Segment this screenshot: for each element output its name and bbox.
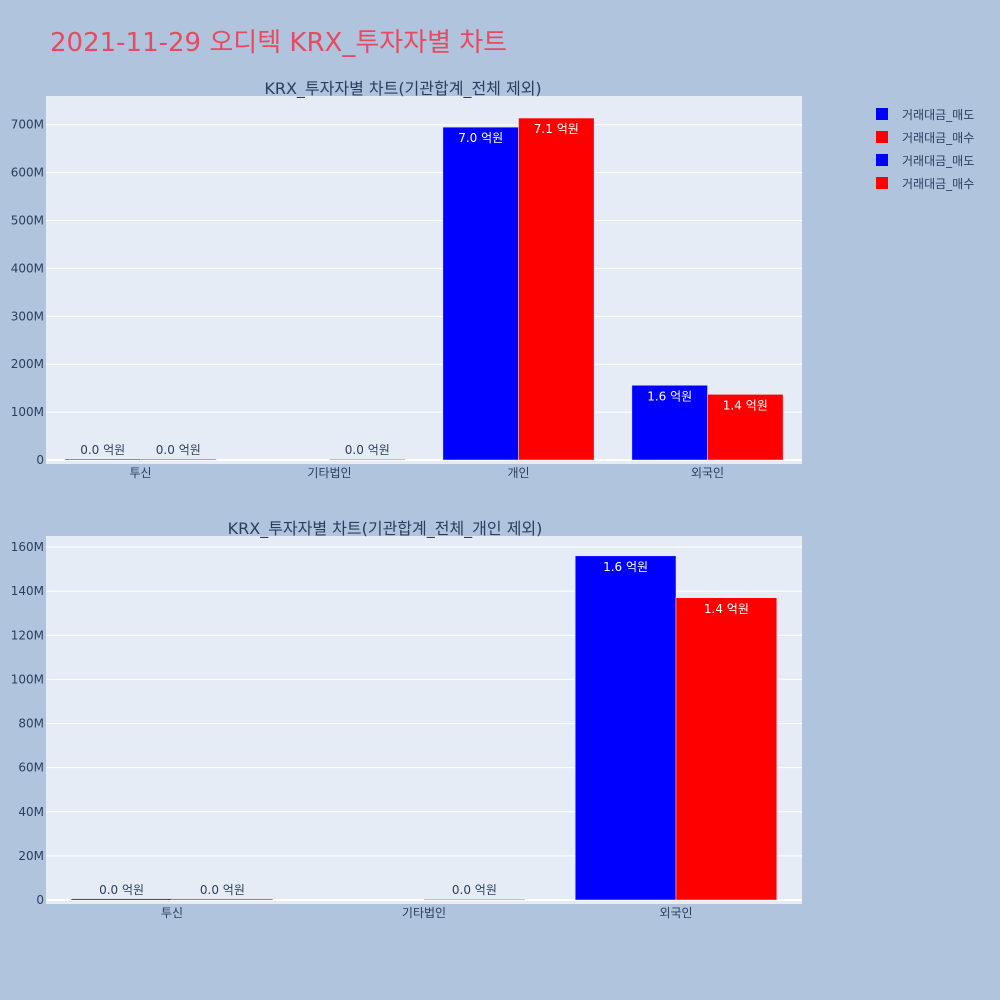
y-tick-label: 0 (36, 893, 44, 907)
y-tick-label: 700M (11, 118, 44, 132)
x-tick-label: 기타법인 (402, 906, 446, 920)
y-tick-label: 100M (11, 672, 44, 686)
bar (423, 898, 526, 901)
y-tick-label: 400M (11, 261, 44, 275)
y-tick-label: 100M (11, 405, 44, 419)
y-tick-label: 300M (11, 309, 44, 323)
y-tick-label: 140M (11, 584, 44, 598)
x-tick-label: 투신 (129, 466, 151, 480)
bar (675, 597, 778, 901)
data-label: 1.4 억원 (704, 602, 749, 616)
bar (707, 394, 784, 461)
legend-label: 거래대금_매수 (902, 176, 975, 191)
legend-swatch (876, 154, 888, 166)
bar (70, 898, 173, 901)
data-label: 0.0 억원 (156, 443, 201, 457)
bar (329, 458, 406, 461)
data-label: 0.0 억원 (345, 443, 390, 457)
y-tick-label: 60M (18, 761, 44, 775)
bar (442, 126, 519, 461)
data-label: 7.0 억원 (458, 131, 503, 145)
x-tick-label: 투신 (161, 906, 183, 920)
y-tick-label: 80M (18, 717, 44, 731)
bar (140, 458, 217, 461)
data-label: 0.0 억원 (80, 443, 125, 457)
chart-title: KRX_투자자별 차트(기관합계_전체_개인 제외) (228, 519, 543, 539)
y-tick-label: 600M (11, 166, 44, 180)
data-label: 1.6 억원 (603, 560, 648, 574)
data-label: 0.0 억원 (200, 883, 245, 897)
legend-label: 거래대금_매도 (902, 153, 975, 168)
legend-label: 거래대금_매도 (902, 107, 975, 122)
data-label: 1.6 억원 (647, 389, 692, 403)
bar (64, 458, 141, 461)
legend-label: 거래대금_매수 (902, 130, 975, 145)
legend-item-sell-1[interactable]: 거래대금_매도 (876, 101, 974, 127)
y-tick-label: 0 (36, 453, 44, 467)
legend-swatch (876, 108, 888, 120)
data-label: 0.0 억원 (452, 883, 497, 897)
data-label: 7.1 억원 (534, 122, 579, 136)
y-tick-label: 20M (18, 849, 44, 863)
bar (171, 898, 274, 901)
data-label: 1.4 억원 (723, 398, 768, 412)
y-tick-label: 120M (11, 628, 44, 642)
y-tick-label: 160M (11, 540, 44, 554)
legend-item-buy-2[interactable]: 거래대금_매수 (876, 170, 974, 196)
y-tick-label: 200M (11, 357, 44, 371)
x-tick-label: 외국인 (659, 906, 692, 920)
bar (574, 555, 677, 901)
data-label: 0.0 억원 (99, 883, 144, 897)
legend: 거래대금_매도 거래대금_매수 거래대금_매도 거래대금_매수 (876, 104, 974, 196)
y-tick-label: 40M (18, 805, 44, 819)
x-tick-label: 외국인 (691, 466, 724, 480)
legend-swatch (876, 177, 888, 189)
y-tick-label: 500M (11, 214, 44, 228)
x-tick-label: 개인 (507, 466, 529, 480)
bar (518, 117, 595, 461)
page-title: 2021-11-29 오디텍 KRX_투자자별 차트 (50, 28, 508, 58)
x-tick-label: 기타법인 (307, 466, 351, 480)
chart-title: KRX_투자자별 차트(기관합계_전체 제외) (264, 79, 541, 99)
legend-item-sell-2[interactable]: 거래대금_매도 (876, 147, 974, 173)
legend-swatch (876, 131, 888, 143)
legend-item-buy-1[interactable]: 거래대금_매수 (876, 124, 974, 150)
